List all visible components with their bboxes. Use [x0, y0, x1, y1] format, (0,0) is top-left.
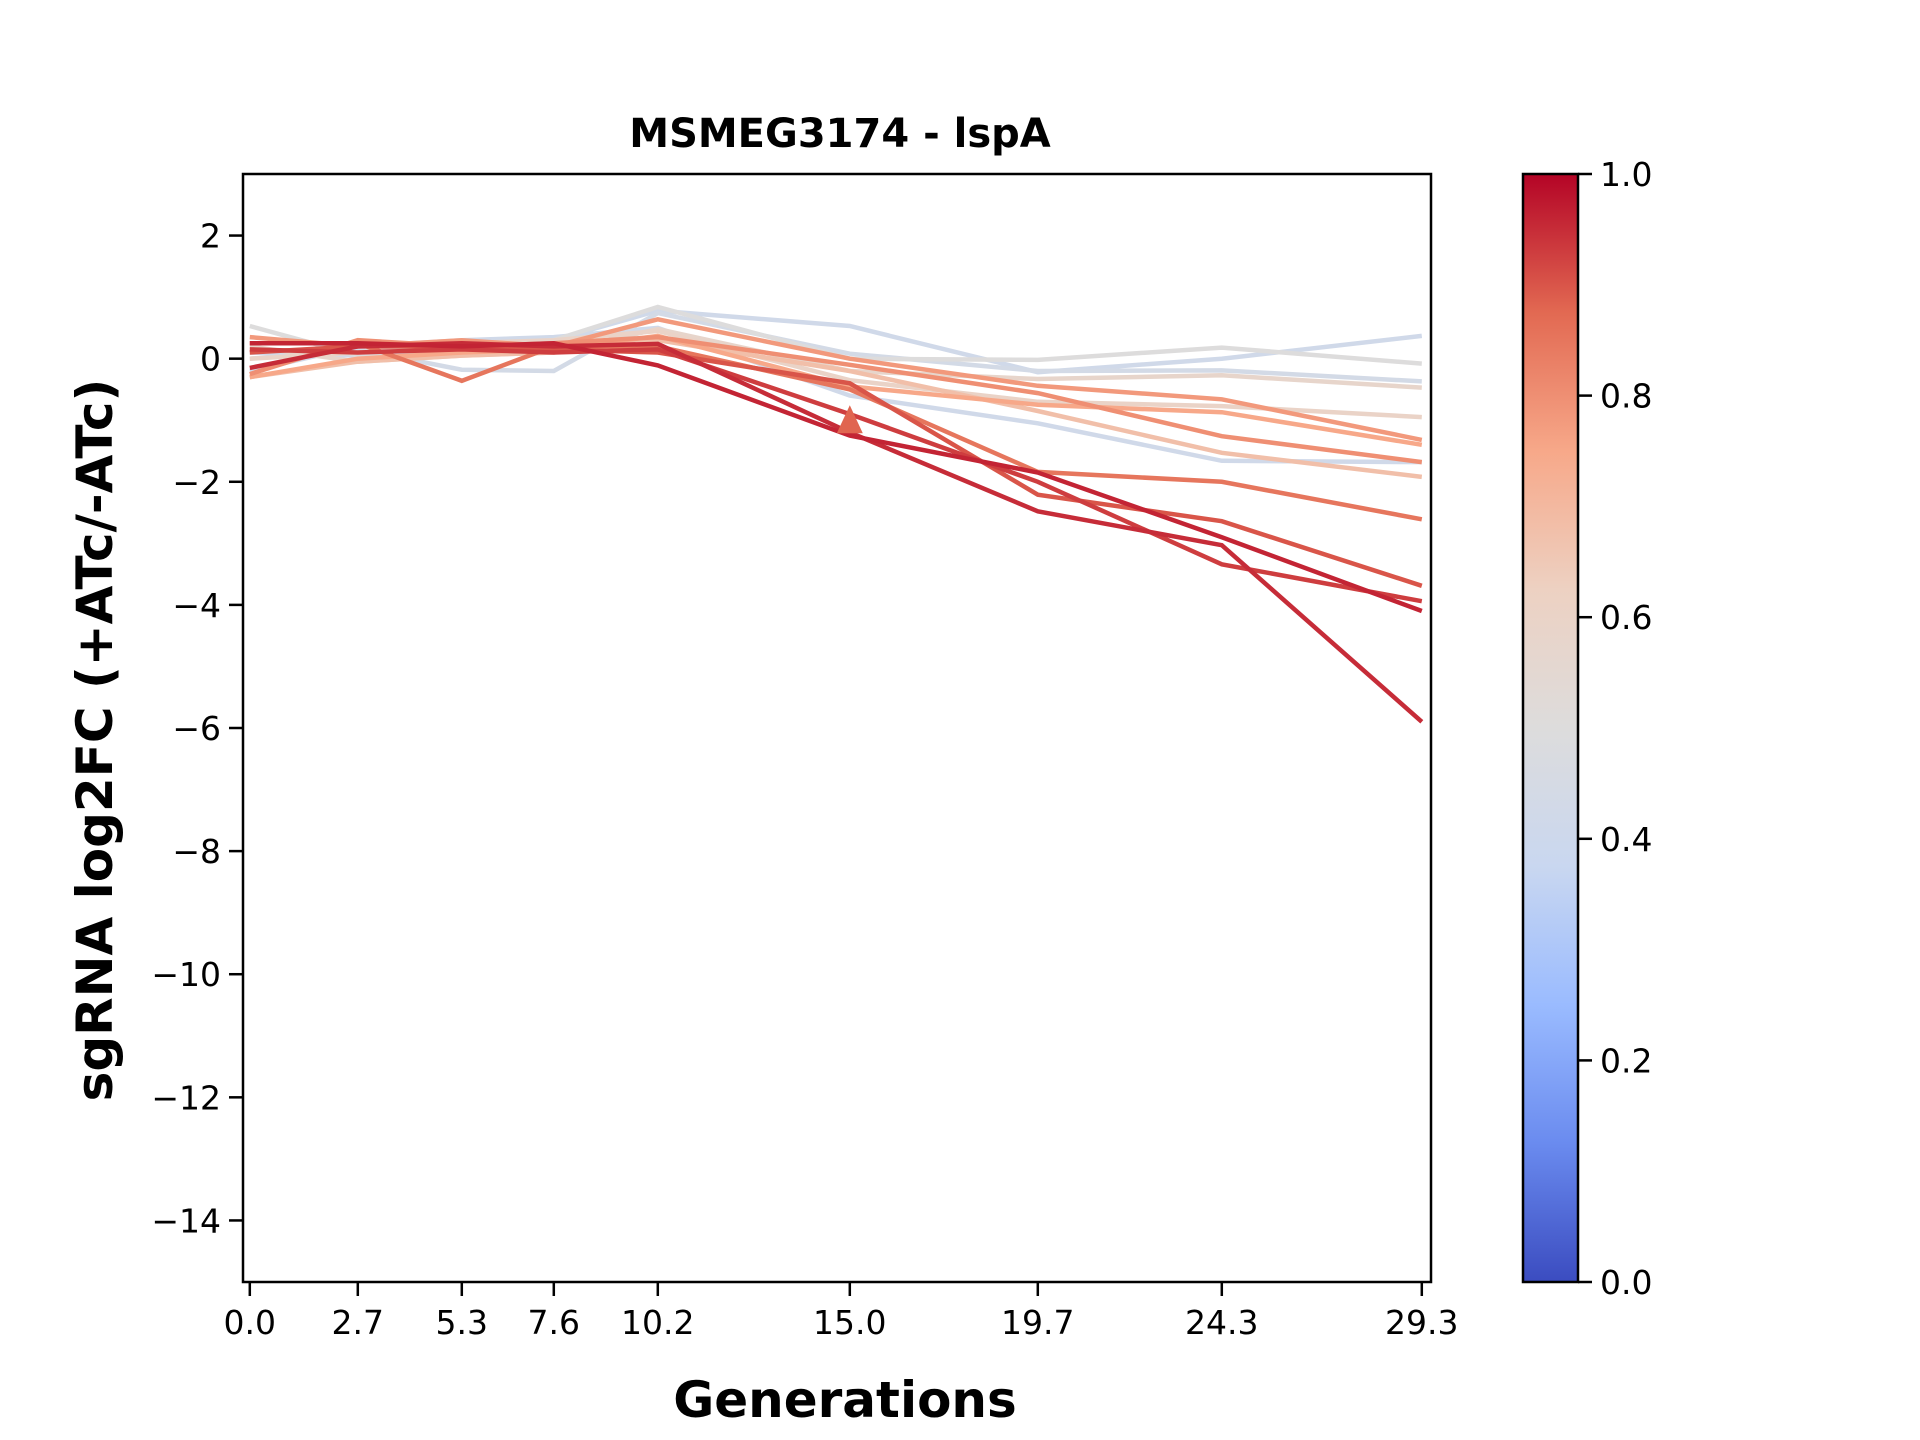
x-tick-label: 10.2 [621, 1303, 694, 1342]
colorbar-tick-label: 0.0 [1600, 1263, 1652, 1302]
series-line-15 [249, 341, 1423, 614]
x-tick-label: 7.6 [528, 1303, 580, 1342]
x-tick-label: 2.7 [332, 1303, 384, 1342]
colorbar-tick-label: 0.4 [1600, 820, 1652, 859]
y-axis-label: sgRNA log2FC (+ATc/-ATc) [66, 379, 124, 1102]
x-axis-label: Generations [673, 1371, 1017, 1429]
y-tick-label: −2 [172, 463, 221, 502]
series-line-12 [249, 344, 1423, 588]
colorbar: 0.0 0.2 0.4 0.6 0.8 1.0 [1521, 155, 1652, 1302]
series-line-14 [249, 341, 1424, 724]
x-tick-label: 24.3 [1185, 1303, 1258, 1342]
chart-title: MSMEG3174 - lspA [629, 111, 1051, 157]
plot-frame [241, 172, 1433, 1284]
series-line-11 [249, 341, 1423, 522]
y-tick-label: 0 [200, 340, 221, 379]
colorbar-tick-label: 0.8 [1600, 377, 1652, 416]
series-line-9 [249, 337, 1423, 480]
x-tick-label: 5.3 [436, 1303, 488, 1342]
y-tick-label: −6 [172, 709, 221, 748]
y-tick-label: −4 [172, 586, 221, 625]
y-tick-label: −12 [151, 1078, 221, 1117]
y-tick-label: −10 [151, 955, 221, 994]
colorbar-tick-label: 0.6 [1600, 598, 1652, 637]
colorbar-tick-label: 0.2 [1600, 1041, 1652, 1080]
y-tick-label: 2 [200, 217, 221, 256]
colorbar-frame [1521, 172, 1580, 1284]
y-tick-label: −14 [151, 1201, 221, 1240]
colorbar-gradient [1523, 174, 1578, 1282]
y-tick-label: −8 [172, 832, 221, 871]
x-tick-label: 29.3 [1385, 1303, 1458, 1342]
x-tick-label: 15.0 [813, 1303, 886, 1342]
triangle-marker-1 [836, 405, 863, 434]
x-tick-label: 19.7 [1001, 1303, 1074, 1342]
series-layer [249, 304, 1424, 724]
y-axis: 2 0 −2 −4 −6 −8 −10 −12 −14 [151, 217, 243, 1240]
colorbar-tick-label: 1.0 [1600, 155, 1652, 194]
x-axis: 0.0 2.7 5.3 7.6 10.2 15.0 19.7 24.3 29.3 [224, 1282, 1459, 1342]
series-line-13 [249, 347, 1423, 604]
x-tick-label: 0.0 [224, 1303, 276, 1342]
